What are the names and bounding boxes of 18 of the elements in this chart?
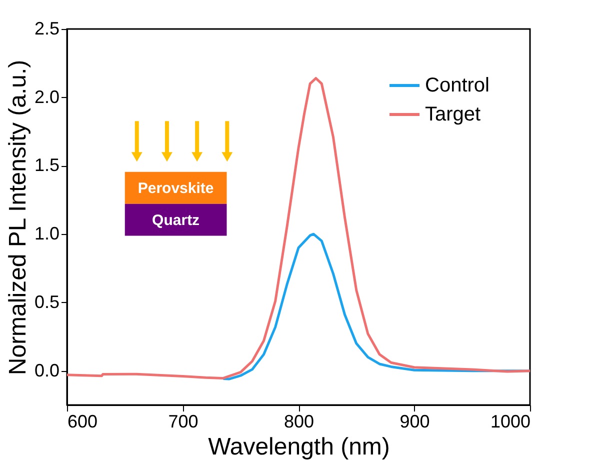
x-tick-label: 700 bbox=[168, 412, 198, 432]
y-tick-label: 0.0 bbox=[34, 360, 60, 380]
x-tick-label: 1000 bbox=[490, 412, 530, 432]
y-tick-label: 1.5 bbox=[34, 155, 60, 176]
x-tick-label: 800 bbox=[284, 412, 314, 432]
y-tick-label: 1.0 bbox=[34, 224, 60, 244]
y-tick-label: 2.5 bbox=[34, 18, 60, 38]
legend-label: Control bbox=[425, 74, 490, 96]
y-axis-title: Normalized PL Intensity (a.u.) bbox=[4, 60, 32, 376]
line-series bbox=[67, 76, 530, 380]
annotation: Perovskite bbox=[138, 180, 214, 197]
y-tick-label: 0.5 bbox=[34, 292, 60, 312]
x-tick-label: 900 bbox=[400, 412, 430, 432]
annotation: Quartz bbox=[152, 212, 200, 229]
y-tick-label: 2.0 bbox=[34, 86, 60, 107]
legend-label: Target bbox=[425, 104, 482, 126]
x-tick-label: 600 bbox=[68, 412, 98, 432]
x-axis-title: Wavelength (nm) bbox=[208, 434, 390, 460]
